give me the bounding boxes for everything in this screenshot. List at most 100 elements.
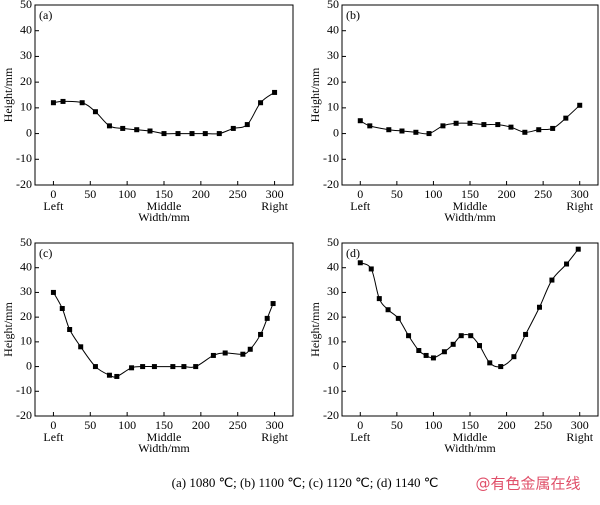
data-point: [399, 128, 405, 134]
data-point: [430, 355, 436, 361]
data-point: [50, 289, 56, 295]
data-point: [60, 98, 66, 104]
panel-label: (a): [39, 8, 52, 22]
panel-label: (d): [346, 246, 360, 260]
data-point: [244, 122, 250, 128]
data-point: [495, 122, 501, 128]
y-tick-label: 10: [20, 100, 32, 114]
y-tick-label: 10: [327, 100, 339, 114]
data-point: [357, 118, 363, 124]
data-point: [79, 100, 85, 106]
panel-label: (c): [39, 246, 52, 260]
data-point: [59, 305, 65, 311]
position-label: Middle: [147, 430, 182, 444]
x-tick-label: 300: [571, 418, 589, 432]
y-axis-label: Height/mm: [308, 67, 322, 122]
data-point: [440, 123, 446, 129]
position-label: Middle: [453, 430, 488, 444]
data-point: [467, 120, 473, 126]
data-point: [385, 307, 391, 313]
y-tick-label: 30: [20, 48, 32, 62]
watermark: @有色金属在线: [475, 475, 580, 493]
panel-label: (b): [346, 8, 360, 22]
y-tick-label: -20: [323, 177, 339, 191]
data-point: [50, 100, 56, 106]
x-tick-label: 100: [424, 418, 442, 432]
data-point: [450, 341, 456, 347]
data-point: [258, 100, 264, 106]
data-point: [170, 364, 176, 370]
data-point: [147, 128, 153, 134]
x-tick-label: 300: [266, 187, 284, 201]
data-point: [78, 344, 84, 350]
data-point: [210, 352, 216, 358]
data-point: [413, 129, 419, 135]
y-axis-label: Height/mm: [1, 302, 15, 357]
x-tick-label: 200: [498, 187, 516, 201]
y-axis-label: Height/mm: [1, 67, 15, 122]
data-point: [523, 331, 529, 337]
data-point: [106, 123, 112, 129]
x-tick-label: 300: [571, 187, 589, 201]
x-tick-label: 250: [229, 187, 247, 201]
data-point: [114, 373, 120, 379]
data-point: [175, 131, 181, 137]
x-tick-label: 100: [118, 187, 136, 201]
x-tick-label: 200: [192, 418, 210, 432]
x-tick-label: 50: [391, 187, 403, 201]
x-tick-label: 100: [118, 418, 136, 432]
y-tick-label: 30: [327, 48, 339, 62]
data-point: [481, 122, 487, 128]
position-label: Right: [566, 430, 593, 444]
y-tick-label: 50: [327, 0, 339, 11]
y-tick-label: -20: [16, 177, 32, 191]
y-tick-label: -10: [16, 383, 32, 397]
data-point: [202, 131, 208, 137]
data-point: [106, 372, 112, 378]
data-point: [426, 131, 432, 137]
data-point: [416, 348, 422, 354]
position-label: Left: [43, 430, 64, 444]
data-point: [368, 266, 374, 272]
data-point: [120, 125, 126, 131]
data-point: [511, 354, 517, 360]
data-point: [423, 352, 429, 358]
data-point: [458, 333, 464, 339]
data-point: [575, 246, 581, 252]
y-tick-label: 20: [20, 309, 32, 323]
data-point: [67, 327, 73, 332]
position-label: Left: [350, 430, 371, 444]
y-tick-label: 40: [327, 259, 339, 273]
y-tick-label: 0: [26, 358, 32, 372]
data-point: [193, 364, 199, 370]
x-axis-label: Width/mm: [444, 210, 496, 224]
x-tick-label: 250: [534, 418, 552, 432]
data-point: [272, 89, 278, 95]
series-line: [360, 248, 579, 368]
data-point: [357, 260, 363, 266]
y-tick-label: 10: [20, 334, 32, 348]
x-axis-label: Width/mm: [138, 210, 190, 224]
data-point: [129, 365, 135, 371]
x-tick-label: 150: [155, 418, 173, 432]
y-tick-label: 0: [333, 125, 339, 139]
data-point: [134, 127, 140, 133]
x-axis-label: Width/mm: [444, 441, 496, 455]
position-label: Left: [350, 199, 371, 213]
data-point: [161, 131, 167, 137]
position-label: Left: [43, 199, 64, 213]
data-point: [550, 125, 556, 131]
position-label: Right: [261, 199, 288, 213]
data-point: [487, 360, 493, 366]
data-point: [140, 364, 146, 370]
x-tick-label: 50: [391, 418, 403, 432]
data-point: [536, 127, 542, 133]
data-point: [395, 315, 401, 321]
position-label: Right: [566, 199, 593, 213]
data-point: [264, 315, 270, 321]
data-point: [181, 364, 187, 370]
y-tick-label: 50: [327, 235, 339, 249]
data-point: [376, 296, 382, 302]
y-tick-label: 50: [20, 0, 32, 11]
y-axis-label: Height/mm: [308, 302, 322, 357]
